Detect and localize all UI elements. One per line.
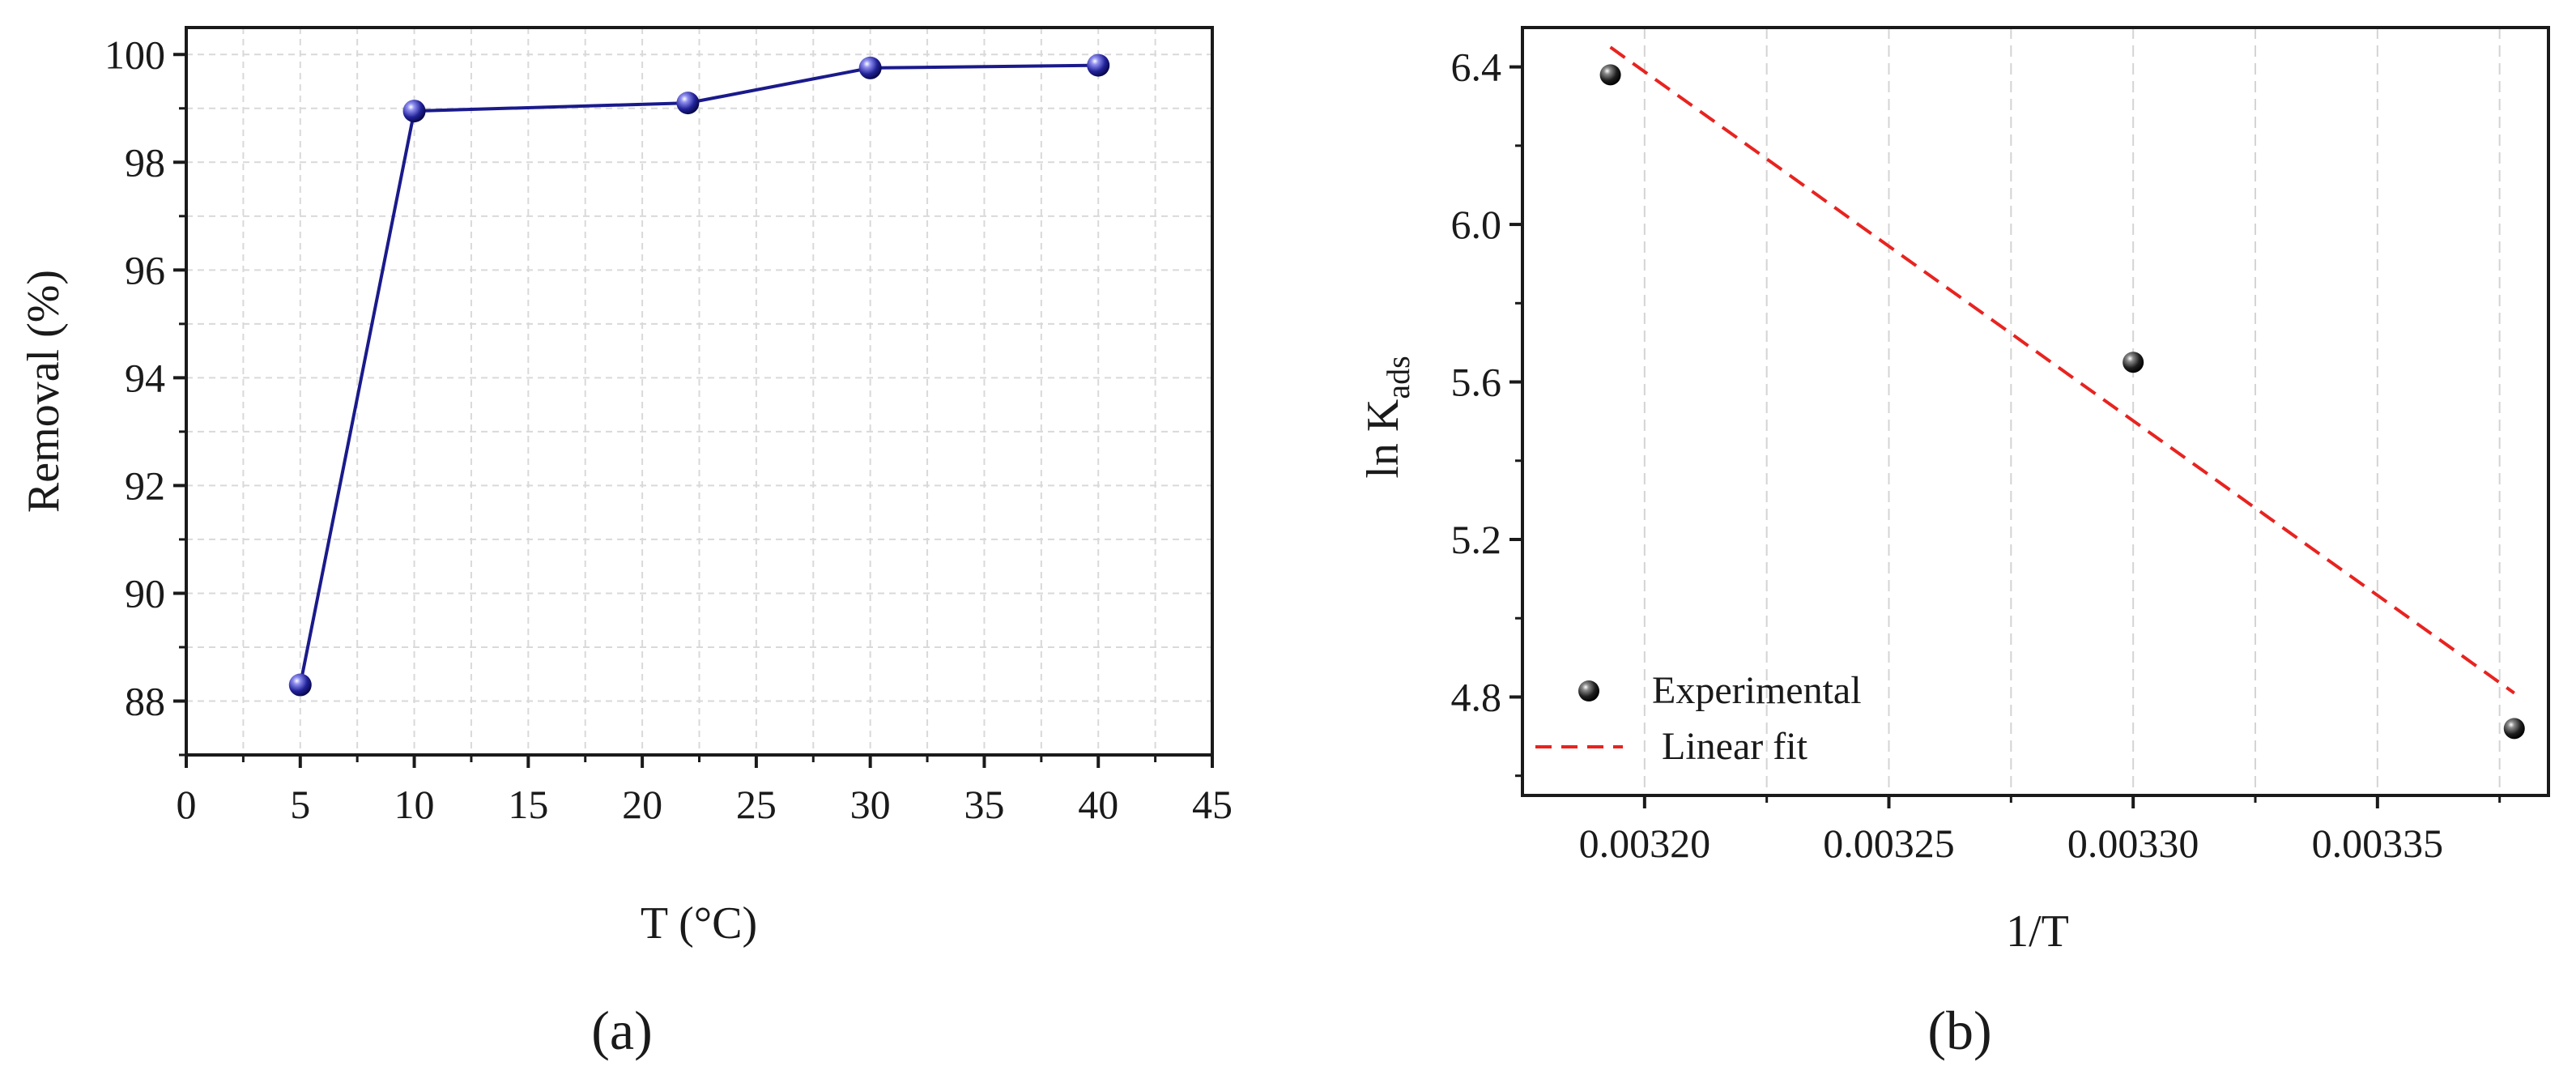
x-tick-label: 5 (290, 782, 310, 827)
panel-b-plot-frame (1521, 26, 2550, 797)
y-tick-label: 94 (125, 355, 165, 400)
removal-data-point (676, 92, 700, 115)
x-tick-label: 0.00335 (2312, 821, 2444, 866)
x-tick-label: 30 (850, 782, 891, 827)
y-tick-label: 88 (125, 678, 165, 723)
panel-a-x-axis-title: T (°C) (641, 898, 757, 949)
x-tick-label: 10 (394, 782, 435, 827)
y-tick-label: 6.4 (1451, 45, 1502, 90)
panel-b-legend: Experimental Linear fit (1535, 669, 1862, 768)
x-tick-label: 0.00320 (1579, 821, 1711, 866)
y-tick-label: 6.0 (1451, 202, 1502, 247)
panel-b-data-marks (1599, 45, 2525, 740)
x-tick-label: 0 (177, 782, 197, 827)
panel-a-y-axis-title: Removal (%) (19, 270, 69, 513)
x-tick-label: 45 (1192, 782, 1233, 827)
removal-data-point (288, 673, 312, 697)
legend-experimental-marker (1578, 680, 1599, 701)
experimental-data-point (2123, 352, 2144, 373)
panel-b-chart: 0.00320 0.00325 0.00330 0.00335 4.8 5.2 5.6 6.0… (1358, 26, 2550, 1061)
y-tick-label: 90 (125, 570, 165, 616)
panel-a-ticks: 0 5 10 15 20 25 30 35 40 45 88 90 92 94 96 98 100 (104, 32, 1233, 827)
y-tick-label: 4.8 (1451, 674, 1502, 719)
linear-fit-line (1609, 45, 2515, 695)
panel-a-grid (186, 28, 1212, 755)
panel-b-label: (b) (1927, 1000, 1991, 1061)
y-tick-label: 100 (104, 32, 165, 77)
legend-linear-fit-label: Linear fit (1662, 725, 1808, 768)
panel-a-data-marks (288, 53, 1110, 697)
removal-data-point (1087, 53, 1110, 77)
panel-b-y-axis-title-subscript: ads (1380, 356, 1416, 399)
removal-data-point (858, 56, 882, 79)
y-tick-label: 92 (125, 463, 165, 508)
x-tick-label: 25 (736, 782, 777, 827)
x-tick-label: 35 (964, 782, 1004, 827)
panel-b-ticks: 0.00320 0.00325 0.00330 0.00335 4.8 5.2 5.6 6.0… (1451, 45, 2501, 866)
experimental-data-point (1599, 64, 1621, 86)
panel-b-x-axis-title: 1/T (2006, 906, 2069, 957)
x-tick-label: 40 (1078, 782, 1118, 827)
legend-experimental-label: Experimental (1652, 669, 1862, 712)
panel-b-grid (1643, 28, 2501, 795)
x-tick-label: 0.00325 (1823, 821, 1955, 866)
x-tick-label: 20 (622, 782, 662, 827)
panel-b-y-axis-title-main: ln K (1358, 399, 1408, 479)
y-tick-label: 96 (125, 247, 165, 292)
y-tick-label: 98 (125, 139, 165, 185)
y-tick-label: 5.2 (1451, 517, 1502, 562)
x-tick-label: 0.00330 (2067, 821, 2199, 866)
panel-a-plot-frame (185, 26, 1214, 757)
experimental-data-point (2503, 718, 2525, 740)
panel-a-label: (a) (591, 1000, 652, 1061)
removal-data-point (402, 100, 426, 123)
panel-b-y-axis-title: ln Kads (1358, 356, 1416, 478)
panel-a-chart: 0 5 10 15 20 25 30 35 40 45 88 90 92 94 96 98 100 T (°C)… (19, 26, 1233, 1061)
y-tick-label: 5.6 (1451, 360, 1502, 405)
x-tick-label: 15 (508, 782, 548, 827)
